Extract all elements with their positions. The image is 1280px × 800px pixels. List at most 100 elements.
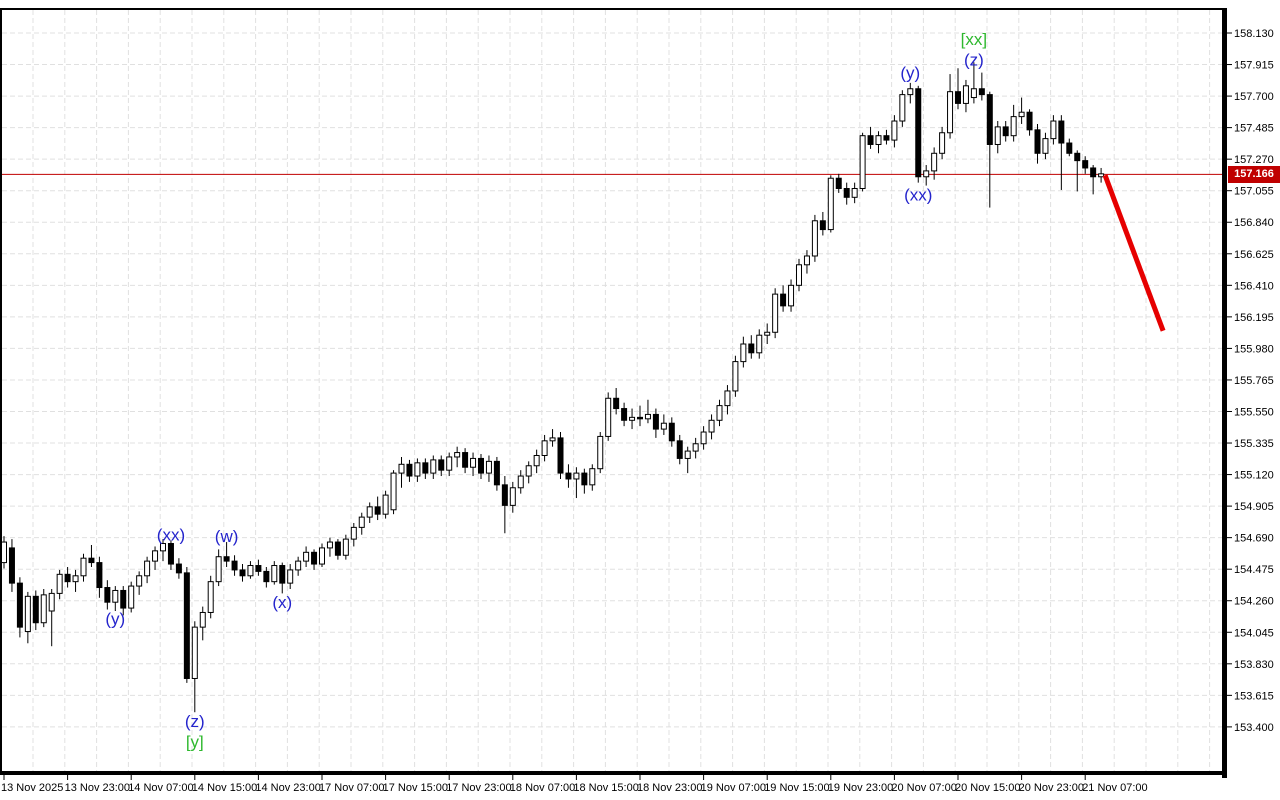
x-axis-label[interactable]: 21 Nov 07:00 — [1082, 782, 1147, 794]
y-axis-label[interactable]: 157.700 — [1234, 91, 1274, 103]
candle-down — [438, 459, 445, 471]
candle-down — [1058, 120, 1065, 144]
y-axis-label[interactable]: 155.980 — [1234, 343, 1274, 355]
candle-up — [72, 575, 79, 583]
y-axis-label[interactable]: 156.840 — [1234, 217, 1274, 229]
y-axis-line[interactable] — [1222, 8, 1227, 778]
y-axis-label[interactable]: 156.625 — [1234, 249, 1274, 261]
x-axis-label[interactable]: 13 Nov 23:00 — [65, 782, 130, 794]
y-axis-label[interactable]: 155.120 — [1234, 470, 1274, 482]
x-axis-label[interactable]: 20 Nov 23:00 — [1019, 782, 1084, 794]
candle-down — [780, 293, 787, 307]
candle-up — [144, 560, 151, 577]
x-axis-line[interactable] — [0, 771, 1227, 775]
candle-down — [223, 556, 230, 562]
y-axis-label[interactable]: 157.055 — [1234, 186, 1274, 198]
x-axis-label[interactable]: 19 Nov 23:00 — [828, 782, 893, 794]
x-axis-label[interactable]: 13 Nov 2025 — [1, 782, 63, 794]
candle-up — [271, 565, 278, 583]
wave-label[interactable]: (z) — [964, 50, 984, 69]
candle-up — [199, 611, 206, 628]
current-price-badge: 157.166 — [1228, 166, 1280, 183]
y-axis-label[interactable]: 154.690 — [1234, 533, 1274, 545]
candle-up — [994, 126, 1001, 145]
candle-up — [485, 460, 492, 474]
x-axis-label[interactable]: 17 Nov 07:00 — [319, 782, 384, 794]
y-axis-label[interactable]: 153.400 — [1234, 722, 1274, 734]
candle-up — [907, 88, 914, 96]
candle-up — [1042, 138, 1049, 154]
candle-down — [637, 416, 643, 420]
y-axis-label[interactable]: 155.335 — [1234, 438, 1274, 450]
candle-up — [358, 516, 365, 528]
candle-down — [1026, 111, 1033, 131]
candle-down — [557, 437, 564, 474]
candle-up — [40, 594, 47, 624]
y-axis-label[interactable]: 154.260 — [1234, 596, 1274, 608]
y-axis-label[interactable]: 155.550 — [1234, 406, 1274, 418]
wave-label[interactable]: (w) — [215, 527, 239, 546]
x-axis-label[interactable]: 14 Nov 15:00 — [192, 782, 257, 794]
candle-down — [96, 562, 103, 589]
y-axis-label[interactable]: 157.485 — [1234, 123, 1274, 135]
wave-label[interactable]: [y] — [186, 733, 204, 752]
candle-up — [287, 569, 294, 584]
candle-down — [501, 484, 508, 506]
candle-down — [334, 541, 341, 556]
y-axis-label[interactable]: 158.130 — [1234, 28, 1274, 40]
x-axis-label[interactable]: 17 Nov 15:00 — [383, 782, 448, 794]
candle-down — [581, 472, 588, 486]
y-axis-label[interactable]: 153.615 — [1234, 690, 1274, 702]
candle-up — [207, 581, 214, 613]
candle-up — [605, 397, 612, 437]
candle-down — [978, 88, 985, 96]
x-axis-label[interactable]: 20 Nov 15:00 — [955, 782, 1020, 794]
x-axis-label[interactable]: 18 Nov 23:00 — [637, 782, 702, 794]
candle-up — [764, 331, 771, 336]
candle-up — [319, 547, 325, 565]
candle-up — [454, 452, 461, 458]
x-axis-label[interactable]: 19 Nov 15:00 — [764, 782, 829, 794]
candle-up — [573, 472, 580, 480]
wave-label[interactable]: (z) — [185, 712, 205, 731]
candle-up — [470, 457, 477, 468]
y-axis-label[interactable]: 156.410 — [1234, 280, 1274, 292]
wave-label[interactable]: (xx) — [157, 526, 185, 545]
wave-label[interactable]: (x) — [272, 593, 292, 612]
candle-down — [986, 94, 993, 145]
y-axis-label[interactable]: 154.475 — [1234, 564, 1274, 576]
candle-down — [1034, 129, 1041, 154]
x-axis-label[interactable]: 14 Nov 23:00 — [255, 782, 320, 794]
x-axis-label[interactable]: 17 Nov 23:00 — [446, 782, 511, 794]
y-axis-label[interactable]: 154.905 — [1234, 501, 1274, 513]
x-axis-label[interactable]: 14 Nov 07:00 — [128, 782, 193, 794]
forecast-trendline[interactable] — [1102, 174, 1166, 332]
y-axis-label[interactable]: 153.830 — [1234, 659, 1274, 671]
y-axis-label[interactable]: 157.270 — [1234, 154, 1274, 166]
candle-up — [899, 94, 906, 122]
x-axis-label[interactable]: 19 Nov 07:00 — [701, 782, 766, 794]
candle-up — [525, 465, 532, 477]
x-axis-label[interactable]: 18 Nov 15:00 — [573, 782, 638, 794]
x-axis-label[interactable]: 20 Nov 07:00 — [891, 782, 956, 794]
wave-label[interactable]: (y) — [900, 64, 920, 83]
y-axis-label[interactable]: 154.045 — [1234, 627, 1274, 639]
wave-label[interactable]: (xx) — [904, 185, 932, 204]
candle-down — [32, 595, 39, 624]
candle-up — [827, 177, 834, 231]
candle-up — [509, 487, 516, 506]
candle-down — [406, 463, 413, 477]
candle-up — [430, 459, 437, 474]
candle-up — [947, 91, 954, 134]
x-axis-label[interactable]: 18 Nov 07:00 — [510, 782, 575, 794]
candle-down — [613, 397, 620, 410]
candle-up — [1010, 116, 1017, 137]
y-axis-label[interactable]: 156.195 — [1234, 312, 1274, 324]
wave-label[interactable]: (y) — [105, 609, 125, 628]
candle-down — [621, 408, 628, 421]
wave-label[interactable]: [xx] — [961, 30, 987, 49]
y-axis-label[interactable]: 155.765 — [1234, 375, 1274, 387]
y-axis-label[interactable]: 157.915 — [1234, 60, 1274, 72]
